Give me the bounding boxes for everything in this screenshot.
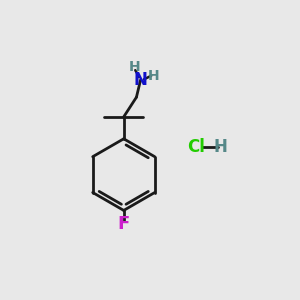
Text: F: F: [118, 215, 130, 233]
Text: N: N: [134, 71, 148, 89]
Text: Cl: Cl: [188, 138, 206, 156]
Text: H: H: [128, 60, 140, 74]
Text: H: H: [214, 138, 228, 156]
Text: H: H: [148, 69, 160, 83]
